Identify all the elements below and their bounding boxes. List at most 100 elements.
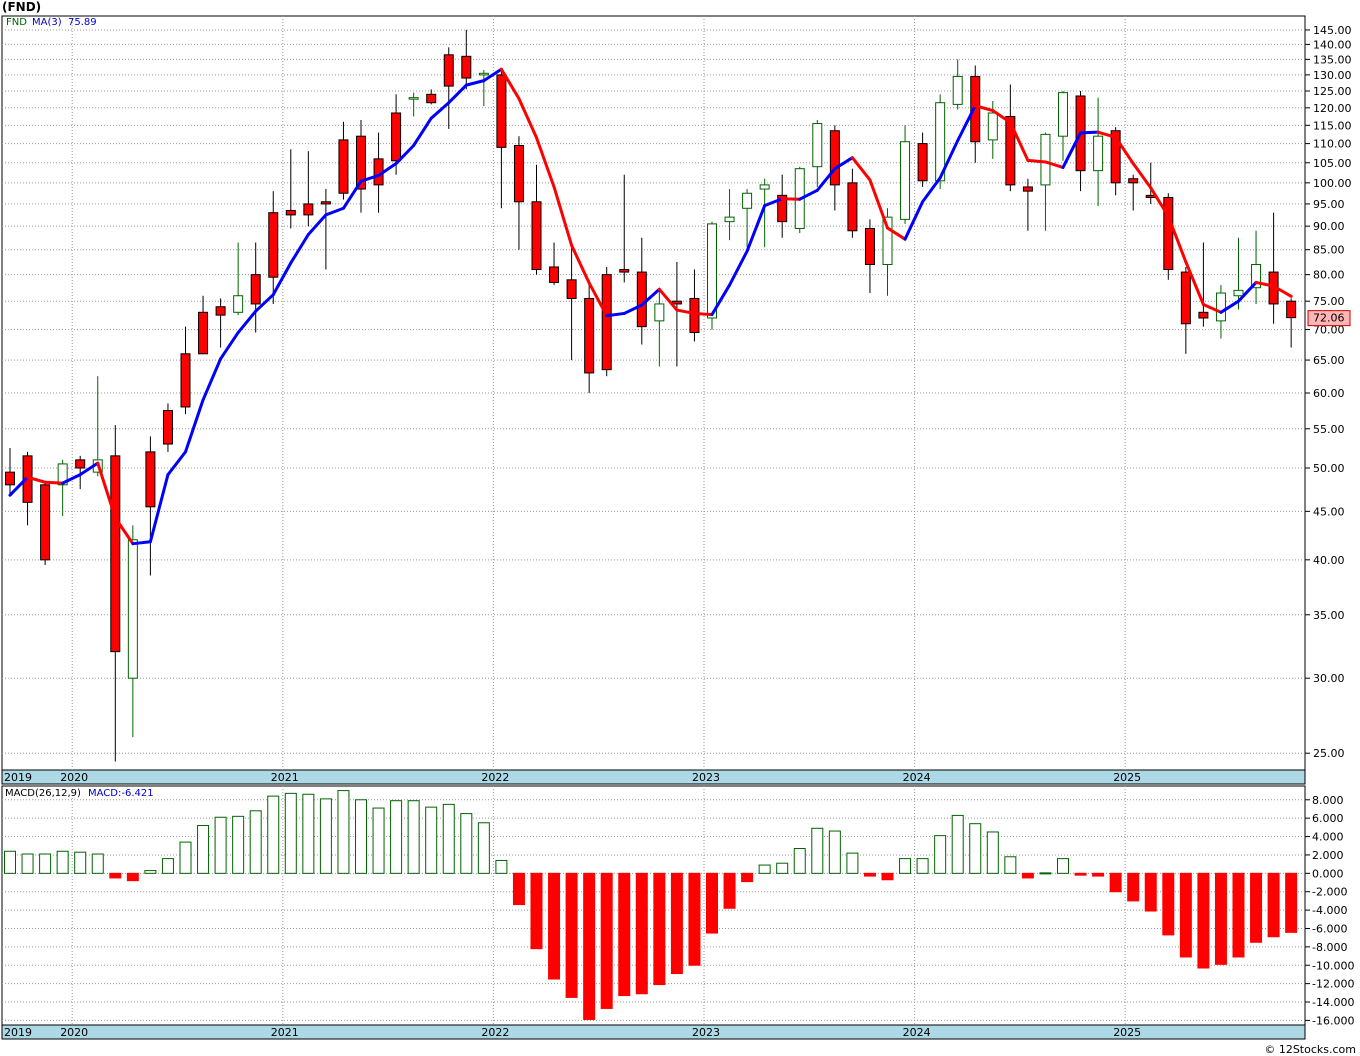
macd-bar [934, 835, 947, 874]
macd-x-label: 2020 [60, 1026, 88, 1039]
price-x-label: 2021 [271, 771, 299, 784]
candle-body [162, 410, 173, 445]
macd-tick-label: -10.000 [1312, 959, 1354, 972]
ma3-segment [1043, 160, 1065, 169]
macd-x-label: 2022 [481, 1026, 509, 1039]
price-tick-label: 30.00 [1313, 672, 1345, 685]
price-tick-label: 100.00 [1313, 177, 1352, 190]
candle-body [408, 97, 419, 100]
candle-body [127, 539, 138, 679]
macd-bar [1039, 872, 1052, 875]
macd-bar [74, 851, 87, 874]
ma3-segment [219, 331, 240, 361]
candle-body [233, 295, 244, 313]
candle-body [1251, 263, 1262, 289]
macd-tick-label: 6.000 [1312, 812, 1344, 825]
macd-bar [1162, 872, 1175, 936]
macd-bar [249, 810, 262, 874]
macd-tick-label: -2.000 [1312, 886, 1347, 899]
ma3-segment [710, 283, 732, 317]
candle-body [724, 216, 735, 223]
price-legend-symbol: FND [6, 17, 27, 28]
candle-body [812, 123, 823, 168]
ma3-segment [78, 461, 100, 477]
ma3-segment [728, 249, 749, 287]
price-tick-label: 135.00 [1313, 53, 1352, 66]
macd-bar [811, 827, 824, 874]
price-x-label: 2020 [60, 771, 88, 784]
macd-bar [56, 850, 69, 874]
candle-body [180, 353, 191, 408]
candle-body [268, 212, 279, 278]
candle-body [320, 201, 331, 205]
candle-body [5, 471, 15, 486]
candle-body [250, 274, 261, 305]
macd-bar [1057, 858, 1069, 874]
ma3-segment [921, 176, 942, 204]
candle-body [935, 102, 946, 182]
price-tick-label: 140.00 [1313, 38, 1352, 51]
candle-body [461, 55, 472, 79]
ma3-segment [254, 293, 275, 313]
ma3-segment [1008, 120, 1030, 162]
candle-body [847, 182, 858, 232]
macd-x-label: 2021 [271, 1026, 299, 1039]
candle-body [426, 93, 437, 104]
ma3-segment [341, 179, 363, 210]
price-tick-label: 75.00 [1313, 295, 1345, 308]
macd-bar [688, 872, 701, 966]
macd-bar [1179, 872, 1192, 958]
candle-body [1110, 130, 1121, 184]
candle-body [864, 227, 875, 265]
candle-body [75, 459, 86, 469]
candle-body [566, 279, 577, 299]
ma3-segment [1061, 131, 1083, 169]
chart-title: (FND) [2, 0, 42, 14]
ma3-segment [657, 287, 679, 312]
macd-x-axis [1, 1024, 1306, 1040]
candle-body [1163, 196, 1174, 271]
ma3-segment [552, 185, 574, 247]
macd-bar [319, 798, 332, 874]
macd-bar [530, 872, 543, 950]
price-x-label: 2022 [481, 771, 509, 784]
ma3-segment [1219, 299, 1240, 314]
candle-body [882, 216, 893, 265]
ma3-segment [903, 200, 925, 241]
macd-bar [951, 814, 964, 874]
price-legend-ma: MA(3) [32, 17, 62, 28]
macd-bar [670, 872, 683, 975]
macd-bar [776, 862, 789, 874]
price-tick-label: 90.00 [1313, 220, 1345, 233]
macd-tick-label: 4.000 [1312, 831, 1344, 844]
candle-body [391, 112, 402, 162]
macd-legend-name: MACD(26,12,9) [5, 788, 81, 799]
ma3-segment [447, 83, 468, 105]
macd-bar [793, 848, 806, 874]
ma3-segment [640, 287, 661, 307]
candle-body [777, 194, 788, 223]
ma3-segment [973, 104, 995, 113]
candle-body [900, 141, 911, 220]
macd-bar [1197, 872, 1210, 969]
macd-bar [267, 795, 280, 874]
macd-bar [21, 853, 34, 874]
price-tick-label: 130.00 [1313, 69, 1352, 82]
candle-body [619, 269, 630, 273]
candle-body [443, 54, 454, 87]
candle-body [513, 144, 524, 203]
candle-body [215, 306, 226, 316]
candle-body [601, 274, 612, 371]
price-tick-label: 70.00 [1313, 324, 1345, 337]
ma3-segment [131, 540, 152, 546]
macd-bar [197, 825, 210, 874]
macd-bar [1092, 872, 1105, 877]
ma3-segment [377, 162, 398, 177]
macd-tick-label: -6.000 [1312, 922, 1347, 935]
candle-body [110, 455, 121, 653]
candle-body [1233, 289, 1244, 297]
macd-tick-label: -12.000 [1312, 978, 1354, 991]
ma3-segment [535, 136, 556, 189]
price-tick-label: 60.00 [1313, 387, 1345, 400]
macd-bar [548, 872, 561, 980]
